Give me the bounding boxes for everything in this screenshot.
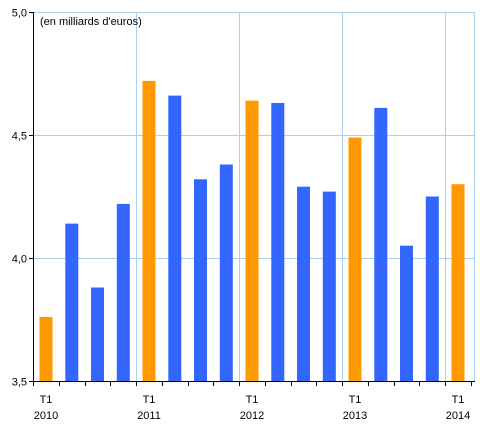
x-tick-quarter-label: T1 xyxy=(40,394,53,406)
y-tick-label: 4,0 xyxy=(12,254,27,266)
x-tick-labels: T1 2010 T1 2011 T1 2012 T1 2013 T1 2014 xyxy=(34,394,470,422)
bar xyxy=(168,95,182,381)
y-tick-label: 3,5 xyxy=(12,377,27,389)
x-tick-year-label: 2010 xyxy=(34,410,58,422)
bar xyxy=(451,184,465,381)
x-tick-quarter-label: T1 xyxy=(143,394,156,406)
x-tick-quarter-label: T1 xyxy=(349,394,362,406)
axes-group xyxy=(29,12,475,386)
y-tick-label: 5,0 xyxy=(12,8,27,20)
x-tick-year-label: 2013 xyxy=(343,410,367,422)
bar xyxy=(116,203,130,381)
bar xyxy=(322,191,336,381)
bar xyxy=(400,245,413,381)
bar xyxy=(194,179,207,381)
bar xyxy=(348,137,362,381)
bar xyxy=(374,107,388,382)
bar xyxy=(219,164,233,381)
x-tick-year-label: 2014 xyxy=(446,410,470,422)
x-tick-quarter-label: T1 xyxy=(246,394,259,406)
bar xyxy=(425,196,439,381)
x-tick-year-label: 2011 xyxy=(137,410,161,422)
bar xyxy=(142,80,156,382)
bar xyxy=(245,100,259,381)
y-tick-label: 4,5 xyxy=(12,131,27,143)
bar xyxy=(91,287,104,381)
y-tick-labels: 5,0 4,5 4,0 3,5 xyxy=(12,8,27,389)
x-tick-year-label: 2012 xyxy=(240,410,264,422)
bar xyxy=(271,103,285,381)
bar xyxy=(65,223,79,381)
bars-group xyxy=(39,80,465,382)
unit-label: (en milliards d'euros) xyxy=(40,16,142,28)
bar xyxy=(39,317,53,381)
x-tick-quarter-label: T1 xyxy=(452,394,465,406)
bar xyxy=(297,186,310,381)
